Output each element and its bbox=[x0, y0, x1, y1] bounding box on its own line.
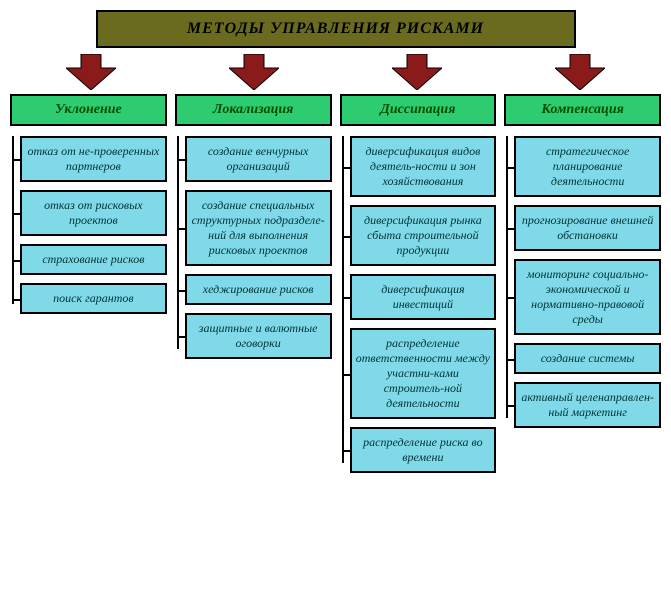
items-wrap: создание венчурных организаций создание с… bbox=[175, 136, 332, 367]
column: Локализация создание венчурных организаци… bbox=[175, 94, 332, 367]
item-box: распределение ответственности между учас… bbox=[350, 328, 497, 419]
connector-spine bbox=[342, 136, 344, 463]
column-header: Диссипация bbox=[340, 94, 497, 126]
column-header: Уклонение bbox=[10, 94, 167, 126]
columns-container: Уклонение отказ от не-проверенных партнер… bbox=[10, 94, 661, 481]
item-box: прогнозирование внешней обстановки bbox=[514, 205, 661, 251]
item-box: диверсификация инвестиций bbox=[350, 274, 497, 320]
column: Компенсация стратегическое планирование д… bbox=[504, 94, 661, 436]
item-box: отказ от не-проверенных партнеров bbox=[20, 136, 167, 182]
item-box: диверсификация видов деятель-ности и зон… bbox=[350, 136, 497, 197]
item-box: создание системы bbox=[514, 343, 661, 374]
item-box: создание венчурных организаций bbox=[185, 136, 332, 182]
item-box: диверсификация рынка сбыта строительной … bbox=[350, 205, 497, 266]
column: Диссипация диверсификация видов деятель-н… bbox=[340, 94, 497, 481]
column: Уклонение отказ от не-проверенных партнер… bbox=[10, 94, 167, 322]
item-box: страхование рисков bbox=[20, 244, 167, 275]
item-box: создание специальных структурных подразд… bbox=[185, 190, 332, 266]
item-box: защитные и валютные оговорки bbox=[185, 313, 332, 359]
item-box: отказ от рисковых проектов bbox=[20, 190, 167, 236]
arrow-icon bbox=[392, 54, 442, 90]
item-box: активный целенаправлен-ный маркетинг bbox=[514, 382, 661, 428]
items-wrap: диверсификация видов деятель-ности и зон… bbox=[340, 136, 497, 481]
column-header: Локализация bbox=[175, 94, 332, 126]
item-box: поиск гарантов bbox=[20, 283, 167, 314]
connector-spine bbox=[12, 136, 14, 304]
item-box: мониторинг социально-экономической и нор… bbox=[514, 259, 661, 335]
item-box: хеджирование рисков bbox=[185, 274, 332, 305]
connector-spine bbox=[506, 136, 508, 418]
diagram-title: МЕТОДЫ УПРАВЛЕНИЯ РИСКАМИ bbox=[96, 10, 576, 48]
items-wrap: стратегическое планирование деятельности… bbox=[504, 136, 661, 436]
arrow-icon bbox=[555, 54, 605, 90]
items-wrap: отказ от не-проверенных партнеров отказ о… bbox=[10, 136, 167, 322]
arrow-icon bbox=[229, 54, 279, 90]
column-header: Компенсация bbox=[504, 94, 661, 126]
arrow-icon bbox=[66, 54, 116, 90]
item-box: стратегическое планирование деятельности bbox=[514, 136, 661, 197]
connector-spine bbox=[177, 136, 179, 349]
arrows-row bbox=[10, 54, 661, 90]
item-box: распределение риска во времени bbox=[350, 427, 497, 473]
